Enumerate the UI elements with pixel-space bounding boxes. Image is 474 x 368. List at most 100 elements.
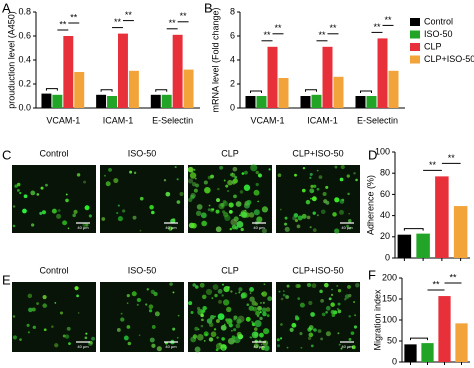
cell [289, 327, 294, 332]
cell [27, 331, 30, 334]
cell [316, 169, 319, 172]
cell [241, 212, 248, 218]
cell [32, 325, 37, 330]
cell [126, 325, 131, 329]
significance: ** [384, 15, 392, 25]
cell [59, 311, 63, 315]
cell [216, 187, 220, 191]
cell [265, 307, 271, 312]
cell [195, 210, 202, 217]
scale-bar-label: 40 μm [253, 344, 265, 349]
cell [309, 226, 312, 229]
cell [215, 342, 223, 350]
cell [351, 345, 356, 350]
cell [325, 305, 331, 311]
cell [235, 323, 241, 329]
cell [348, 315, 351, 318]
bar [41, 93, 52, 108]
cell [88, 214, 92, 218]
cell [126, 302, 129, 304]
bar [161, 94, 172, 108]
cell [54, 343, 59, 348]
cell [316, 214, 319, 217]
scale-bar-label: 40 μm [165, 225, 177, 230]
cell [191, 181, 197, 187]
cell [268, 168, 271, 171]
cell [282, 293, 286, 297]
cell [51, 325, 54, 328]
cell [262, 301, 265, 304]
cell [36, 193, 40, 196]
bar [355, 96, 366, 108]
y-tick-label: 6 [230, 30, 235, 40]
bracket [403, 228, 424, 231]
cell [292, 216, 297, 221]
cell [277, 173, 282, 177]
bar [118, 33, 128, 108]
cell [291, 322, 297, 328]
bar [172, 34, 183, 108]
cell [210, 174, 214, 179]
cell [310, 184, 314, 188]
cell [227, 179, 233, 186]
bracket [45, 88, 58, 91]
cell [261, 291, 268, 297]
cell [187, 197, 193, 203]
cell [300, 346, 303, 349]
panel-letter: B [204, 0, 213, 15]
cell [254, 320, 262, 328]
cell [341, 198, 345, 202]
cell [39, 211, 43, 215]
cell [138, 334, 141, 337]
cell [72, 213, 76, 218]
cell [165, 191, 171, 197]
scale-bar-label: 40 μm [77, 344, 89, 349]
cell [168, 226, 173, 231]
cell [348, 227, 352, 230]
cell [139, 196, 144, 201]
y-tick-label: 0.4 [18, 54, 31, 64]
cell [12, 335, 18, 340]
image-label: CLP+ISO-50 [292, 148, 343, 158]
cell [40, 186, 44, 190]
cell [238, 287, 243, 292]
cell [108, 168, 112, 172]
significance: ** [169, 18, 177, 28]
cell [334, 197, 340, 203]
cell [282, 290, 285, 292]
cell [193, 168, 196, 171]
cell [151, 210, 155, 215]
cell [325, 200, 330, 205]
significance: ** [329, 23, 337, 33]
cell [201, 220, 208, 227]
cell [76, 173, 81, 177]
cell [209, 314, 215, 320]
bar [278, 78, 289, 108]
cell [172, 291, 175, 294]
cell [56, 213, 62, 219]
cell [73, 209, 78, 214]
cell [305, 199, 311, 205]
cell [232, 178, 238, 184]
cell [348, 337, 352, 341]
cell [174, 166, 177, 169]
cell [309, 176, 312, 179]
cell [334, 165, 338, 169]
cell [251, 320, 254, 324]
cell [353, 325, 358, 329]
cell [208, 204, 211, 207]
y-axis-label: prouduction level (A450) [6, 11, 16, 109]
scale-bar-label: 40 μm [341, 344, 353, 349]
cell [217, 288, 223, 294]
cell [259, 311, 262, 314]
bar [52, 94, 63, 108]
cell [65, 198, 69, 203]
cell [203, 339, 206, 342]
cell [116, 211, 119, 215]
cell [132, 215, 137, 220]
cell [217, 313, 225, 320]
cell [306, 215, 311, 220]
cell [122, 209, 126, 213]
image-label: Control [39, 148, 68, 158]
cell [337, 302, 341, 306]
